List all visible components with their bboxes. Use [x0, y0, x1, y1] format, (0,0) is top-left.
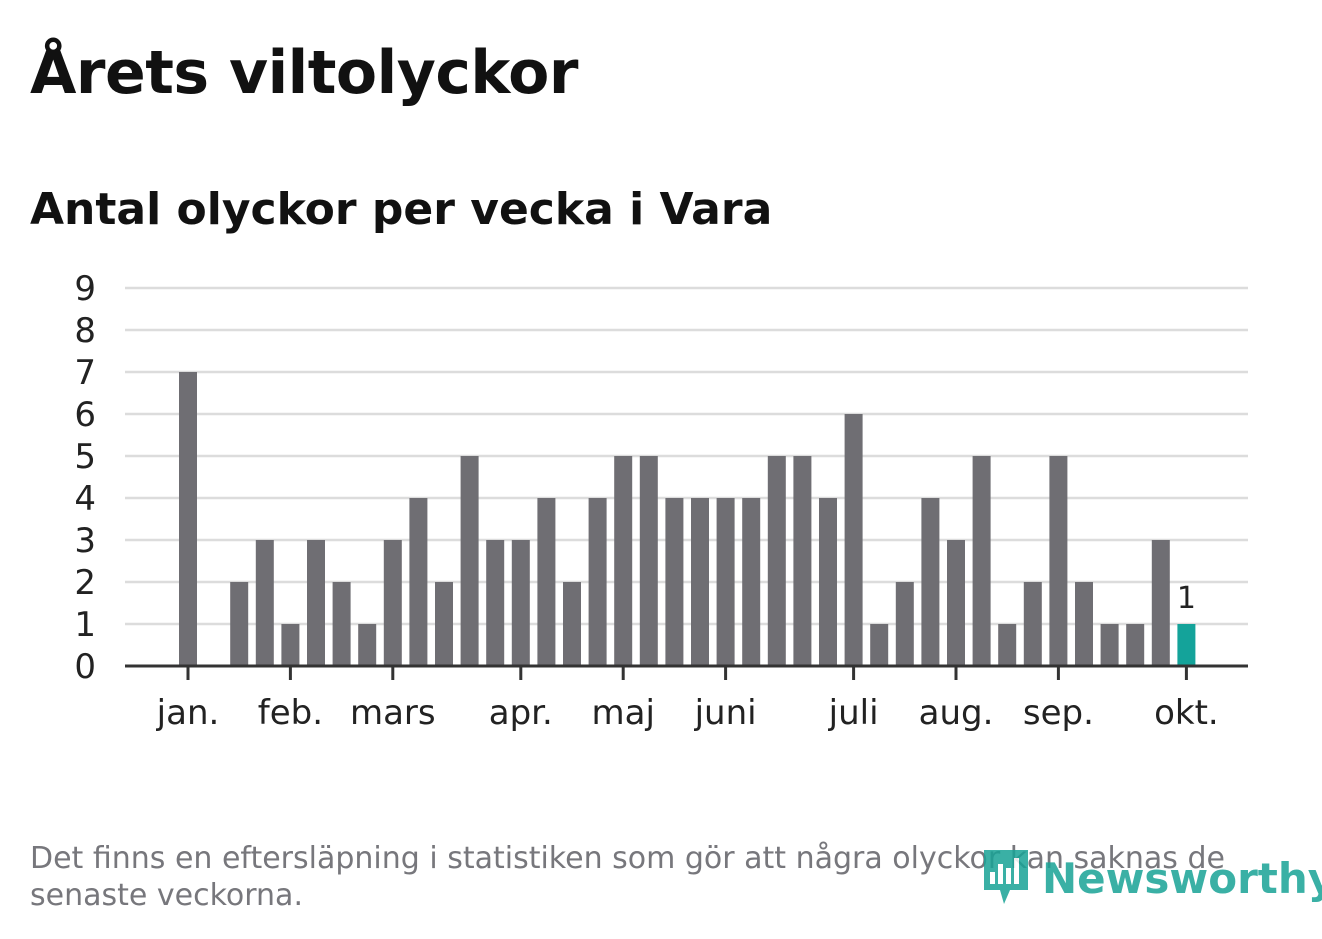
y-tick-label: 1	[74, 605, 96, 645]
newsworthy-logo: Newsworthy	[980, 846, 1322, 910]
bar	[742, 498, 761, 666]
x-tick-label: feb.	[258, 693, 323, 733]
bar	[665, 498, 684, 666]
bar	[332, 582, 351, 666]
x-tick-label: jan.	[156, 693, 220, 733]
y-tick-label: 4	[74, 479, 96, 519]
bar	[819, 498, 837, 666]
y-tick-label: 6	[74, 395, 96, 435]
bar	[921, 498, 940, 666]
bar	[511, 540, 530, 666]
bar	[691, 498, 709, 666]
y-tick-label: 5	[74, 437, 96, 477]
x-tick-label: juli	[828, 693, 879, 733]
bar	[639, 456, 658, 666]
y-tick-label: 3	[74, 521, 96, 561]
bar	[486, 540, 505, 666]
bar	[307, 540, 325, 666]
bar	[537, 498, 556, 666]
bar	[1023, 582, 1042, 666]
bar	[972, 456, 991, 666]
bar	[1151, 540, 1170, 666]
bar	[870, 624, 889, 666]
bar-highlight	[1177, 624, 1196, 666]
y-tick-label: 2	[74, 563, 96, 603]
x-tick-label: juni	[694, 693, 757, 733]
bar	[716, 498, 735, 666]
y-tick-label: 9	[74, 269, 96, 309]
bar	[230, 582, 249, 666]
bars: 1	[179, 372, 1196, 666]
bar	[409, 498, 428, 666]
bar	[793, 456, 812, 666]
bar	[358, 624, 377, 666]
bar-value-label: 1	[1177, 581, 1196, 616]
bar	[179, 372, 197, 666]
x-tick-label: aug.	[919, 693, 994, 733]
bar	[895, 582, 914, 666]
bar	[844, 414, 863, 666]
x-tick-label: maj	[591, 693, 654, 733]
x-tick-label: apr.	[489, 693, 553, 733]
bar	[383, 540, 402, 666]
bar	[460, 456, 479, 666]
bar	[281, 624, 300, 666]
logo-text: Newsworthy	[1042, 853, 1322, 903]
bar	[614, 456, 633, 666]
x-axis: jan. feb. mars apr. maj juni juli aug. sep. okt.	[125, 664, 1248, 733]
x-tick-label: sep.	[1023, 693, 1094, 733]
newsworthy-logo-icon	[984, 850, 1028, 904]
bar	[1126, 624, 1145, 666]
bar	[1100, 624, 1119, 666]
bar	[767, 456, 786, 666]
y-tick-label: 7	[74, 353, 96, 393]
bar	[1075, 582, 1093, 666]
grid-lines	[125, 286, 1248, 626]
y-tick-label: 8	[74, 311, 96, 351]
x-tick-label: okt.	[1154, 693, 1219, 733]
x-tick-label: mars	[350, 693, 436, 733]
bar	[588, 498, 607, 666]
bar	[998, 624, 1017, 666]
chart-subtitle: Antal olyckor per vecka i Vara	[30, 184, 773, 235]
bar	[435, 582, 453, 666]
bar	[1049, 456, 1068, 666]
chart-title: Årets viltolyckor	[30, 38, 579, 108]
bar	[255, 540, 274, 666]
bar	[947, 540, 965, 666]
bar	[563, 582, 581, 666]
y-tick-label: 0	[74, 647, 96, 687]
